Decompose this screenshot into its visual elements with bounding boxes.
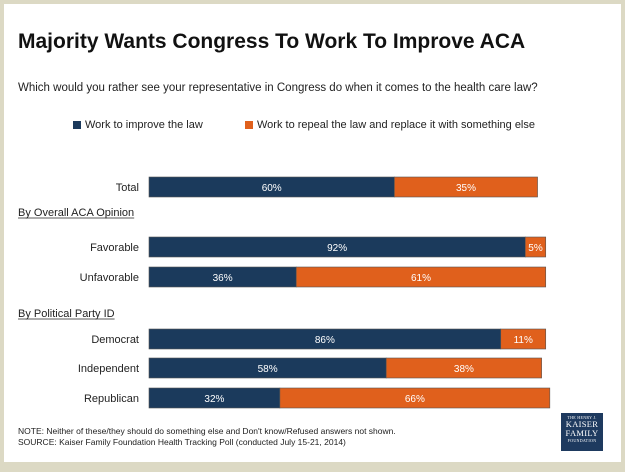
- legend: Work to improve the law Work to repeal t…: [0, 119, 625, 133]
- chart-subtitle: Which would you rather see your represen…: [18, 82, 538, 94]
- bar-value-label: 61%: [411, 273, 431, 284]
- bar-value-label: 66%: [405, 394, 425, 405]
- note-text: NOTE: Neither of these/they should do so…: [18, 426, 396, 436]
- bar-value-label: 92%: [327, 243, 347, 254]
- logo-line4: FOUNDATION: [567, 438, 597, 443]
- bar-repeal: [500, 328, 547, 350]
- logo-line1: THE HENRY J.: [567, 415, 597, 420]
- kff-logo: THE HENRY J. KAISER FAMILY FOUNDATION: [561, 413, 603, 451]
- bar-repeal: [524, 236, 547, 258]
- bar-value-label: 86%: [315, 335, 335, 346]
- category-label: Democrat: [91, 334, 139, 346]
- bar-value-label: 60%: [262, 183, 282, 194]
- legend-swatch-improve: [73, 121, 81, 129]
- bar-value-label: 38%: [454, 364, 474, 375]
- bar-repeal: [385, 357, 542, 379]
- bar-value-label: 58%: [258, 364, 278, 375]
- bar-value-label: 35%: [456, 183, 476, 194]
- bar-repeal: [279, 387, 551, 409]
- chart-notes: NOTE: Neither of these/they should do so…: [18, 426, 396, 448]
- legend-item-improve: Work to improve the law: [73, 119, 203, 131]
- logo-line3: FAMILY: [565, 428, 599, 438]
- category-label: Favorable: [90, 242, 139, 254]
- legend-swatch-repeal: [245, 121, 253, 129]
- bar-value-label: 11%: [514, 335, 533, 346]
- chart-title: Majority Wants Congress To Work To Impro…: [18, 30, 526, 53]
- category-label: Total: [116, 182, 139, 194]
- group-header: By Political Party ID: [18, 308, 115, 320]
- category-label: Unfavorable: [80, 272, 139, 284]
- bar-repeal: [295, 266, 547, 288]
- source-text: SOURCE: Kaiser Family Foundation Health …: [18, 437, 346, 447]
- bar-value-label: 32%: [204, 394, 224, 405]
- logo-line2: KAISER: [565, 419, 599, 429]
- group-header: By Overall ACA Opinion: [18, 207, 134, 219]
- bar-value-label: 5%: [528, 243, 543, 254]
- legend-label-improve: Work to improve the law: [85, 119, 203, 131]
- bar-value-label: 36%: [213, 273, 233, 284]
- legend-item-repeal: Work to repeal the law and replace it wi…: [245, 119, 535, 131]
- legend-label-repeal: Work to repeal the law and replace it wi…: [257, 119, 535, 131]
- bar-repeal: [394, 176, 538, 198]
- category-label: Republican: [84, 393, 139, 405]
- category-label: Independent: [78, 363, 139, 375]
